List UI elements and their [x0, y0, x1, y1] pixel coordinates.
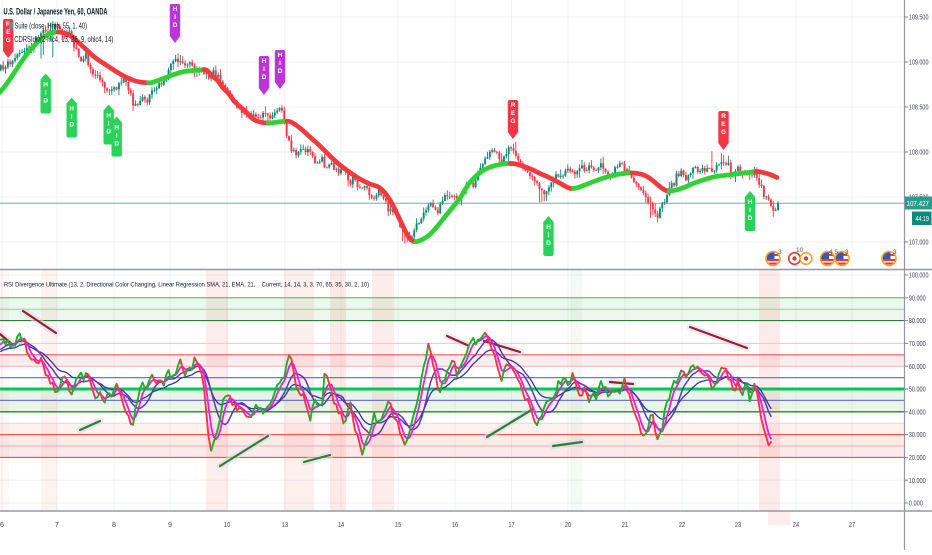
svg-text:D: D [546, 240, 551, 247]
svg-text:D: D [748, 215, 753, 222]
svg-text:3: 3 [778, 249, 782, 256]
svg-text:I: I [174, 14, 176, 21]
svg-text:E: E [721, 121, 726, 128]
svg-text:9: 9 [168, 520, 172, 529]
svg-text:100.000: 100.000 [909, 271, 929, 280]
svg-text:4 5: 4 5 [829, 249, 838, 256]
svg-text:10: 10 [796, 247, 804, 254]
svg-text:D: D [262, 74, 267, 81]
svg-text:H: H [173, 6, 178, 13]
svg-text:109.500: 109.500 [909, 13, 929, 22]
svg-text:109.000: 109.000 [909, 58, 929, 67]
svg-text:10.000: 10.000 [909, 476, 926, 485]
svg-text:24: 24 [793, 520, 799, 529]
svg-text:16: 16 [452, 520, 458, 529]
svg-text:D: D [114, 141, 119, 148]
svg-text:D: D [69, 122, 74, 129]
svg-text:108.000: 108.000 [909, 148, 929, 157]
svg-text:H: H [262, 58, 267, 65]
svg-text:10: 10 [224, 520, 230, 529]
svg-text:H: H [43, 82, 48, 89]
svg-text:I: I [749, 207, 751, 214]
svg-text:I: I [263, 66, 265, 73]
svg-text:17: 17 [508, 520, 514, 529]
svg-text:Suite (close, Hma, 55, 1, 40): Suite (close, Hma, 55, 1, 40) [15, 22, 88, 31]
svg-text:D: D [173, 22, 178, 29]
svg-text:40.000: 40.000 [909, 407, 926, 416]
svg-text:44:19: 44:19 [916, 214, 930, 223]
svg-text:H: H [106, 113, 111, 120]
svg-text:107.427: 107.427 [907, 199, 930, 208]
svg-text:H: H [278, 52, 283, 59]
svg-text:7: 7 [55, 520, 59, 529]
svg-text:R: R [6, 21, 11, 28]
svg-text:20.000: 20.000 [909, 453, 926, 462]
svg-text:90.000: 90.000 [909, 293, 926, 302]
svg-text:D: D [43, 98, 48, 105]
svg-text:15: 15 [395, 520, 401, 529]
svg-text:13: 13 [282, 520, 288, 529]
svg-text:3: 3 [893, 249, 897, 256]
svg-text:I: I [116, 133, 118, 140]
svg-text:27: 27 [849, 520, 855, 529]
svg-text:20: 20 [565, 520, 571, 529]
svg-text:107.000: 107.000 [909, 238, 929, 247]
svg-text:G: G [511, 118, 516, 125]
svg-text:U.S. Dollar / Japanese Yen, 60: U.S. Dollar / Japanese Yen, 60, OANDA [4, 6, 108, 17]
svg-text:14: 14 [338, 520, 344, 529]
svg-text:H: H [114, 125, 119, 132]
svg-text:RSI Divergence Ultimate (13, 2: RSI Divergence Ultimate (13, 2, Directio… [4, 282, 369, 289]
svg-text:I: I [71, 114, 73, 121]
svg-text:I: I [45, 90, 47, 97]
svg-text:30.000: 30.000 [909, 430, 926, 439]
svg-text:E: E [511, 110, 516, 117]
svg-text:80.000: 80.000 [909, 316, 926, 325]
svg-text:H: H [748, 199, 753, 206]
svg-text:60.000: 60.000 [909, 362, 926, 371]
svg-text:CDRSIdiv(2-hlc4, 13, 26, 9, oh: CDRSIdiv(2-hlc4, 13, 26, 9, ohlc4, 14) [14, 35, 113, 44]
svg-text:G: G [721, 129, 726, 136]
svg-text:50.000: 50.000 [909, 385, 926, 394]
svg-text:D: D [106, 129, 111, 136]
svg-text:23: 23 [735, 520, 741, 529]
svg-text:D: D [278, 68, 283, 75]
svg-text:0.000: 0.000 [909, 499, 923, 508]
svg-text:I: I [548, 232, 550, 239]
svg-text:G: G [6, 37, 11, 44]
svg-text:R: R [511, 102, 516, 109]
svg-text:H: H [69, 106, 74, 113]
svg-text:22: 22 [679, 520, 685, 529]
svg-text:H: H [546, 224, 551, 231]
svg-text:I: I [279, 60, 281, 67]
svg-text:70.000: 70.000 [909, 339, 926, 348]
svg-text:108.500: 108.500 [909, 103, 929, 112]
svg-text:8: 8 [112, 520, 116, 529]
svg-text:21: 21 [622, 520, 628, 529]
svg-text:E: E [6, 29, 11, 36]
svg-text:3: 3 [845, 249, 849, 256]
svg-text:R: R [721, 113, 726, 120]
svg-text:6: 6 [0, 520, 4, 529]
svg-text:I: I [108, 121, 110, 128]
